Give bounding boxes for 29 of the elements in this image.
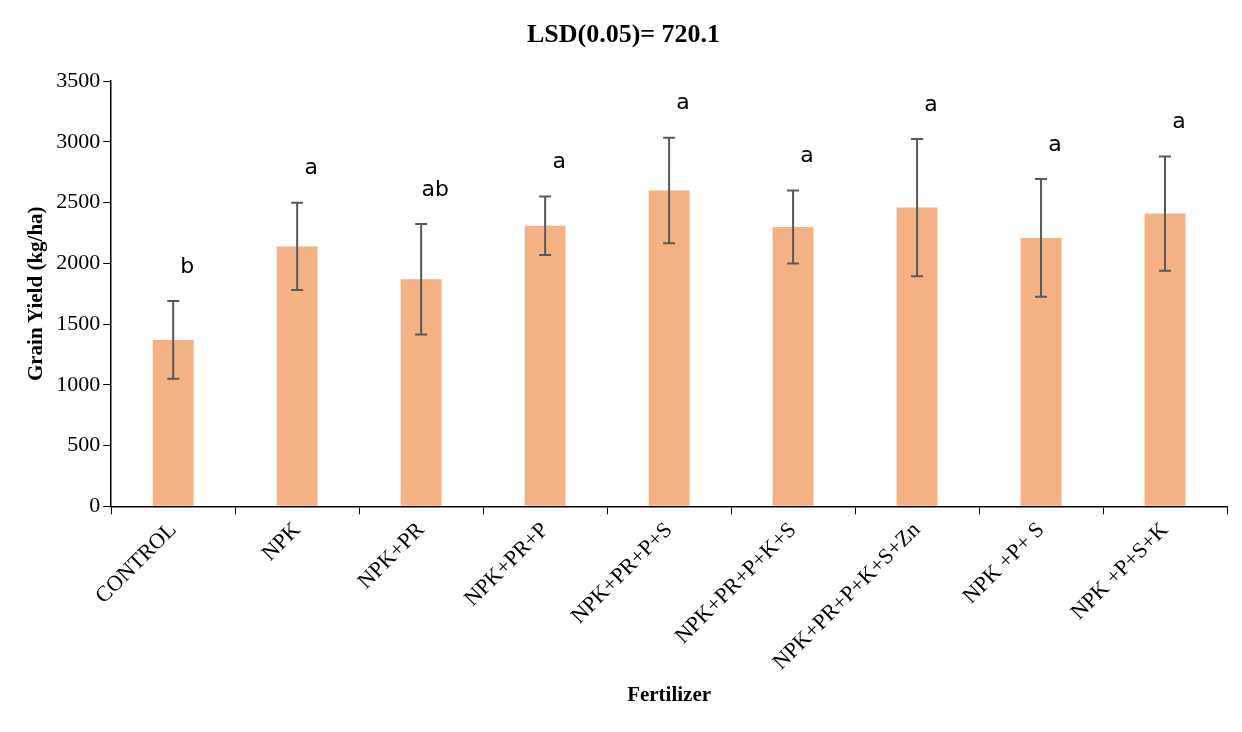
bar (896, 207, 938, 506)
bar (276, 246, 318, 506)
bar (524, 225, 566, 506)
annotation: a (924, 90, 938, 116)
annotation: a (1048, 130, 1062, 156)
annotation: a (1172, 108, 1186, 134)
bar (648, 190, 690, 506)
annotation: ab (421, 175, 449, 201)
bar (772, 226, 814, 506)
annotation: a (304, 154, 318, 180)
chart-title: LSD(0.05)= 720.1 (526, 19, 721, 49)
y-tick-label: 0 (89, 492, 101, 518)
x-axis-title: Fertilizer (627, 681, 712, 706)
bar (1144, 213, 1186, 506)
bar (1020, 237, 1062, 506)
y-tick-label: 3000 (56, 127, 101, 153)
y-axis-title: Grain Yield (kg/ha) (23, 206, 48, 382)
annotation: a (676, 89, 690, 115)
y-tick-label: 500 (67, 431, 101, 457)
bar (400, 279, 442, 506)
annotation: a (552, 148, 566, 174)
y-tick-label: 1000 (56, 370, 101, 396)
y-tick-label: 3500 (56, 66, 101, 92)
y-tick-label: 2000 (56, 249, 101, 275)
y-tick-label: 1500 (56, 309, 101, 335)
annotation: b (180, 252, 195, 278)
y-tick-label: 2500 (56, 188, 101, 214)
annotation: a (800, 142, 814, 168)
bar (152, 339, 194, 506)
